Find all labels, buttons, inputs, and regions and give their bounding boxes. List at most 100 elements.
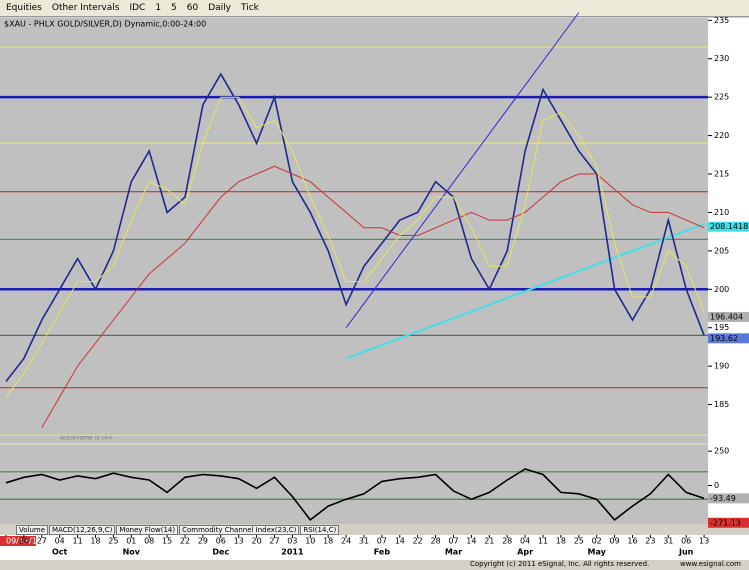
x-axis-panel <box>0 535 749 560</box>
month-label: May <box>588 548 607 557</box>
x-tick-label: 29 <box>198 537 208 546</box>
x-tick-label: 15 <box>162 537 172 546</box>
trendline <box>345 223 705 360</box>
month-label: Feb <box>374 548 391 557</box>
x-tick-label: 23 <box>645 537 655 546</box>
x-tick-label: 04 <box>55 537 65 546</box>
x-tick-label: 27 <box>269 537 279 546</box>
toolbar-item[interactable]: 1 <box>155 3 162 13</box>
x-tick-label: 09/13/10 <box>6 537 42 546</box>
x-tick-label: 06 <box>681 537 691 546</box>
x-tick-label: 22 <box>413 537 423 546</box>
price-label-box <box>708 221 749 232</box>
x-tick-label: 28 <box>431 537 441 546</box>
y-tick-label: 190 <box>714 362 729 371</box>
month-label: Oct <box>52 548 68 557</box>
series-line <box>5 468 705 522</box>
y-tick-label: 235 <box>714 16 729 25</box>
x-tick-label: 02 <box>592 537 602 546</box>
x-tick-label: 25 <box>108 537 118 546</box>
toolbar-item[interactable]: IDC <box>129 3 146 13</box>
price-label: 193.62 <box>710 334 738 343</box>
copyright: Copyright (c) 2011 eSignal, Inc. All rig… <box>470 560 650 568</box>
x-tick-label: 20 <box>19 537 29 546</box>
x-tick-label: 25 <box>574 537 584 546</box>
x-tick-label: 31 <box>663 537 673 546</box>
month-label: Jun <box>678 548 694 557</box>
y-tick-label: 225 <box>714 93 729 102</box>
indicator-tab[interactable]: Volume <box>16 525 49 535</box>
x-tick-label: 13 <box>699 537 709 546</box>
series-line <box>5 96 705 398</box>
x-tick-label: 04 <box>520 537 530 546</box>
indicator-tab[interactable]: RSI(14,C) <box>300 525 340 535</box>
cci-panel <box>0 445 708 524</box>
x-tick-label: 08 <box>144 537 154 546</box>
x-tick-label: 16 <box>627 537 637 546</box>
y-tick-label: 0 <box>714 481 719 490</box>
x-tick-label: 03 <box>287 537 297 546</box>
month-label: Nov <box>123 548 141 557</box>
toolbar-item[interactable]: 60 <box>186 3 199 13</box>
y-tick-label: 215 <box>714 170 729 179</box>
indicator-tab[interactable]: MACD(12,26,9,C) <box>49 525 116 535</box>
trendline <box>345 12 580 329</box>
date-box <box>0 536 36 546</box>
x-tick-label: 06 <box>216 537 226 546</box>
y-axis-panel <box>708 18 749 524</box>
y-tick-label: 195 <box>714 323 729 332</box>
toolbar-item[interactable]: Other Intervals <box>51 3 120 13</box>
x-tick-label: 24 <box>341 537 351 546</box>
y-tick-label: 185 <box>714 400 729 409</box>
site: www.esignal.com <box>680 560 741 568</box>
x-tick-label: 20 <box>252 537 262 546</box>
price-label-box <box>708 333 749 344</box>
price-panel <box>0 18 708 443</box>
price-label-box <box>708 493 749 504</box>
y-tick-label: 230 <box>714 54 729 63</box>
price-label: -271.13 <box>710 518 741 527</box>
x-tick-label: 18 <box>556 537 566 546</box>
y-tick-label: 200 <box>714 285 729 294</box>
tabs: Volume MACD(12,26,9,C) Money Flow(14) Commo… <box>16 525 340 535</box>
x-tick-label: 14 <box>395 537 405 546</box>
series-line <box>5 72 705 382</box>
x-tick-label: 01 <box>126 537 136 546</box>
y-tick-label: 205 <box>714 246 729 255</box>
x-tick-label: 10 <box>305 537 315 546</box>
indicator-tab[interactable]: Money Flow(14) <box>116 525 179 535</box>
y-tick-label: 220 <box>714 131 729 140</box>
x-tick-label: 27 <box>37 537 47 546</box>
x-tick-label: 13 <box>234 537 244 546</box>
x-tick-label: 09 <box>610 537 620 546</box>
annotation: AutoFrame is OFF <box>60 435 113 442</box>
x-tick-label: 11 <box>73 537 83 546</box>
x-tick-label: 14 <box>466 537 476 546</box>
indicator-tab[interactable]: Commodity Channel Index(23,C) <box>179 525 300 535</box>
toolbar-item[interactable]: Tick <box>241 3 259 13</box>
x-tick-label: 18 <box>323 537 333 546</box>
price-label: -93.49 <box>710 494 736 503</box>
month-label: Mar <box>445 548 462 557</box>
toolbar: Equities Other Intervals IDC 1 5 60 Daily Tick <box>0 0 749 17</box>
x-tick-label: 28 <box>502 537 512 546</box>
toolbar-item[interactable]: Equities <box>6 3 42 13</box>
x-tick-label: 22 <box>180 537 190 546</box>
series-line <box>41 165 705 428</box>
y-tick-label: 250 <box>714 447 729 456</box>
toolbar-item[interactable]: 5 <box>171 3 177 13</box>
footer: Copyright (c) 2011 eSignal, Inc. All rig… <box>0 560 749 570</box>
x-tick-label: 07 <box>448 537 458 546</box>
x-tick-label: 07 <box>377 537 387 546</box>
price-label-box <box>708 311 749 322</box>
x-tick-label: 18 <box>90 537 100 546</box>
month-label: Apr <box>517 548 533 557</box>
x-tick-label: 21 <box>484 537 494 546</box>
price-label: 208.1418 <box>710 222 748 231</box>
price-label: 196.404 <box>710 312 743 321</box>
x-tick-label: 31 <box>359 537 369 546</box>
toolbar-item[interactable]: Daily <box>208 3 232 13</box>
x-tick-label: 11 <box>538 537 548 546</box>
